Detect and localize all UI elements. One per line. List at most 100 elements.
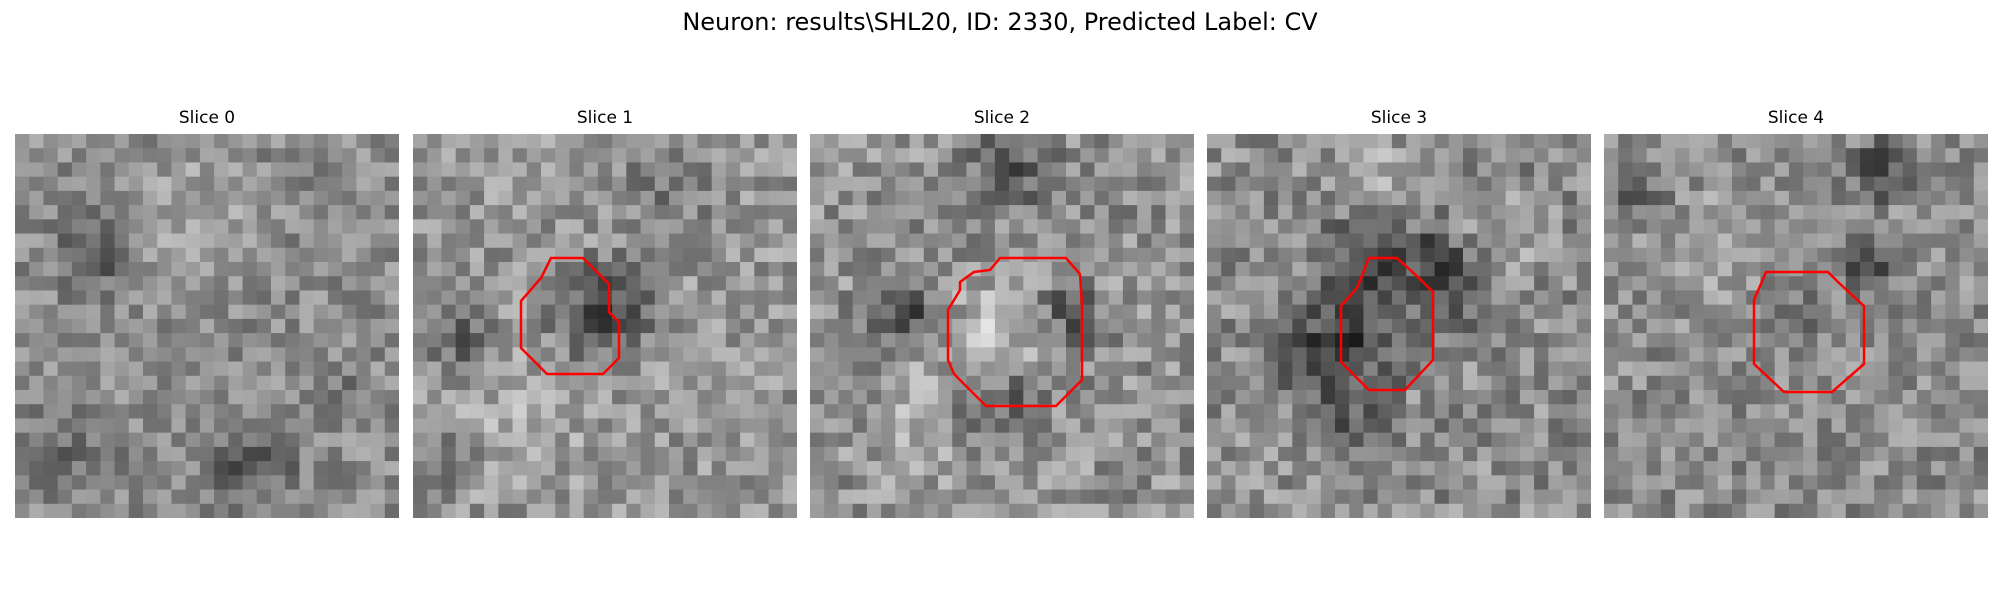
image-pixel [838,190,854,206]
image-pixel [1860,347,1875,362]
image-pixel [1604,247,1619,263]
image-pixel [824,247,839,263]
image-pixel [15,290,30,306]
image-pixel [1788,262,1804,277]
image-pixel [356,475,371,490]
image-pixel [994,361,1010,377]
image-pixel [228,247,243,263]
image-pixel [1363,318,1379,334]
image-pixel [1803,475,1818,490]
image-pixel [1505,233,1521,249]
image-pixel [1689,333,1704,348]
image-pixel [1080,475,1095,490]
image-pixel [1051,461,1067,476]
image-pixel [1519,489,1535,505]
image-pixel [1448,461,1464,476]
image-pixel [1080,262,1095,277]
image-pixel [1463,176,1478,192]
image-pixel [669,404,684,419]
image-pixel [1576,390,1591,405]
image-pixel [441,503,457,518]
image-pixel [242,233,258,249]
image-pixel [697,475,713,490]
image-pixel [1788,148,1804,163]
image-pixel [1888,318,1904,334]
image-pixel [1916,361,1932,377]
image-pixel [1675,190,1690,206]
image-pixel [199,233,215,249]
image-pixel [512,489,528,505]
image-pixel [71,390,87,405]
image-pixel [29,318,44,334]
image-pixel [1788,247,1804,263]
image-pixel [1774,390,1790,405]
image-pixel [810,148,825,163]
image-pixel [966,262,982,277]
image-pixel [1618,262,1633,277]
image-pixel [57,205,73,220]
image-pixel [1505,290,1521,306]
image-pixel [1306,162,1322,178]
image-pixel [484,134,499,149]
image-pixel [740,432,755,448]
image-pixel [952,375,967,391]
image-pixel [1675,333,1690,348]
image-pixel [299,375,315,391]
image-pixel [1335,432,1350,448]
image-pixel [100,347,115,362]
image-pixel [697,489,713,505]
image-pixel [214,404,229,419]
image-pixel [597,262,613,277]
image-pixel [980,375,996,391]
image-pixel [1548,432,1563,448]
image-pixel [214,190,229,206]
image-pixel [1888,432,1904,448]
image-pixel [1080,361,1095,377]
image-pixel [441,390,457,405]
image-pixel [1207,461,1222,476]
image-pixel [1023,247,1038,263]
image-pixel [455,162,471,178]
image-pixel [512,262,528,277]
image-pixel [1945,262,1960,277]
image-pixel [1066,304,1081,320]
image-pixel [1207,318,1222,334]
image-pixel [1292,461,1307,476]
image-pixel [86,503,101,518]
image-pixel [15,205,30,220]
image-pixel [838,432,854,448]
image-pixel [1377,446,1393,462]
image-pixel [526,333,542,348]
image-pixel [1519,290,1535,306]
image-pixel [157,489,172,505]
image-pixel [1406,361,1421,377]
image-pixel [157,162,172,178]
image-pixel [1263,247,1279,263]
image-pixel [1292,390,1307,405]
image-pixel [768,446,784,462]
image-pixel [1335,446,1350,462]
image-pixel [1760,318,1776,334]
image-pixel [100,432,115,448]
image-pixel [370,390,386,405]
image-pixel [994,162,1010,178]
image-pixel [1306,361,1322,377]
image-pixel [71,176,87,192]
image-pixel [498,148,513,163]
image-pixel [1448,432,1464,448]
image-pixel [669,290,684,306]
image-pixel [484,233,499,249]
image-pixel [754,446,769,462]
image-pixel [455,318,471,334]
image-pixel [1902,134,1918,149]
image-pixel [1945,446,1960,462]
image-pixel [1263,446,1279,462]
image-pixel [441,148,457,163]
image-pixel [569,262,585,277]
image-pixel [15,233,30,249]
image-pixel [626,318,641,334]
image-pixel [1959,247,1975,263]
image-pixel [966,375,982,391]
image-pixel [441,489,457,505]
image-pixel [1037,162,1053,178]
